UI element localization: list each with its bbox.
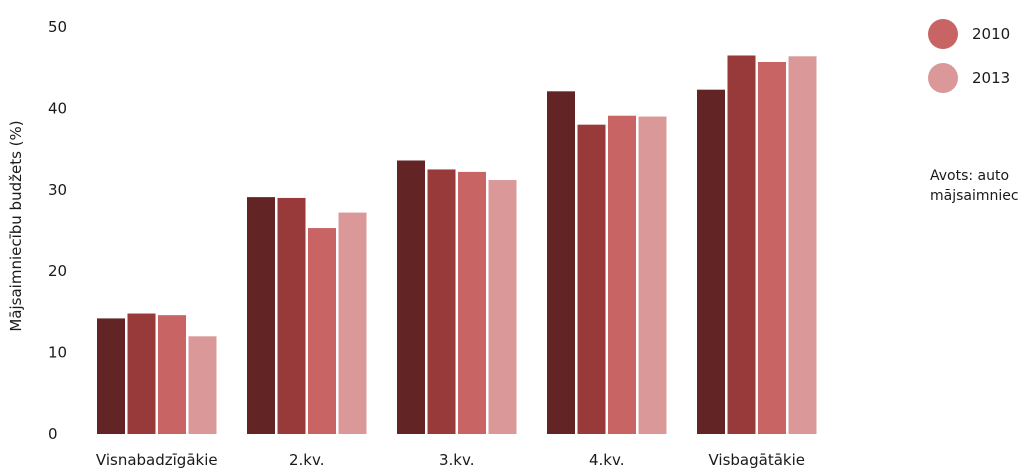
y-axis: 0 10 20 30 40 50: [48, 18, 67, 443]
legend-label: 2010: [972, 25, 1011, 43]
bar: [127, 313, 156, 434]
bar: [488, 180, 517, 434]
x-tick-label: Visnabadzīgākie: [96, 451, 218, 469]
bar: [788, 56, 817, 434]
bar: [427, 169, 456, 434]
bar: [727, 55, 756, 435]
bar: [277, 197, 306, 434]
bar: [158, 315, 186, 434]
y-tick-label: 10: [48, 344, 67, 362]
y-tick-label: 30: [48, 181, 67, 199]
bar: [758, 62, 786, 434]
x-tick-label: 4.kv.: [589, 451, 624, 469]
bar: [547, 91, 575, 434]
legend-swatch-2010: [928, 19, 958, 49]
legend: 2010 2013: [928, 12, 1010, 100]
legend-item-2013: 2013: [928, 56, 1010, 100]
y-tick-label: 0: [48, 425, 58, 443]
bar: [188, 336, 217, 434]
bar: [638, 116, 667, 434]
legend-label: 2013: [972, 69, 1011, 87]
bar: [458, 171, 486, 434]
x-axis: Visnabadzīgākie 2.kv. 3.kv. 4.kv. Visbagātāk…: [96, 451, 805, 469]
x-tick-label: 2.kv.: [289, 451, 324, 469]
y-tick-label: 40: [48, 99, 67, 117]
bar: [608, 115, 636, 434]
bar: [247, 197, 275, 434]
bar: [397, 160, 425, 434]
bar: [697, 89, 725, 434]
bar: [97, 318, 125, 434]
bar: [338, 212, 367, 434]
legend-swatch-2013: [928, 63, 958, 93]
y-tick-label: 20: [48, 262, 67, 280]
bar: [577, 124, 606, 435]
x-tick-label: Visbagātākie: [709, 451, 806, 469]
bar: [308, 228, 336, 434]
legend-item-2010: 2010: [928, 12, 1010, 56]
y-axis-label: Mājsaimniecību budžets (%): [7, 120, 25, 331]
x-tick-label: 3.kv.: [439, 451, 474, 469]
source-note: Avots: auto mājsaimniec: [930, 168, 1019, 204]
y-tick-label: 50: [48, 18, 67, 36]
bars: [97, 55, 817, 435]
